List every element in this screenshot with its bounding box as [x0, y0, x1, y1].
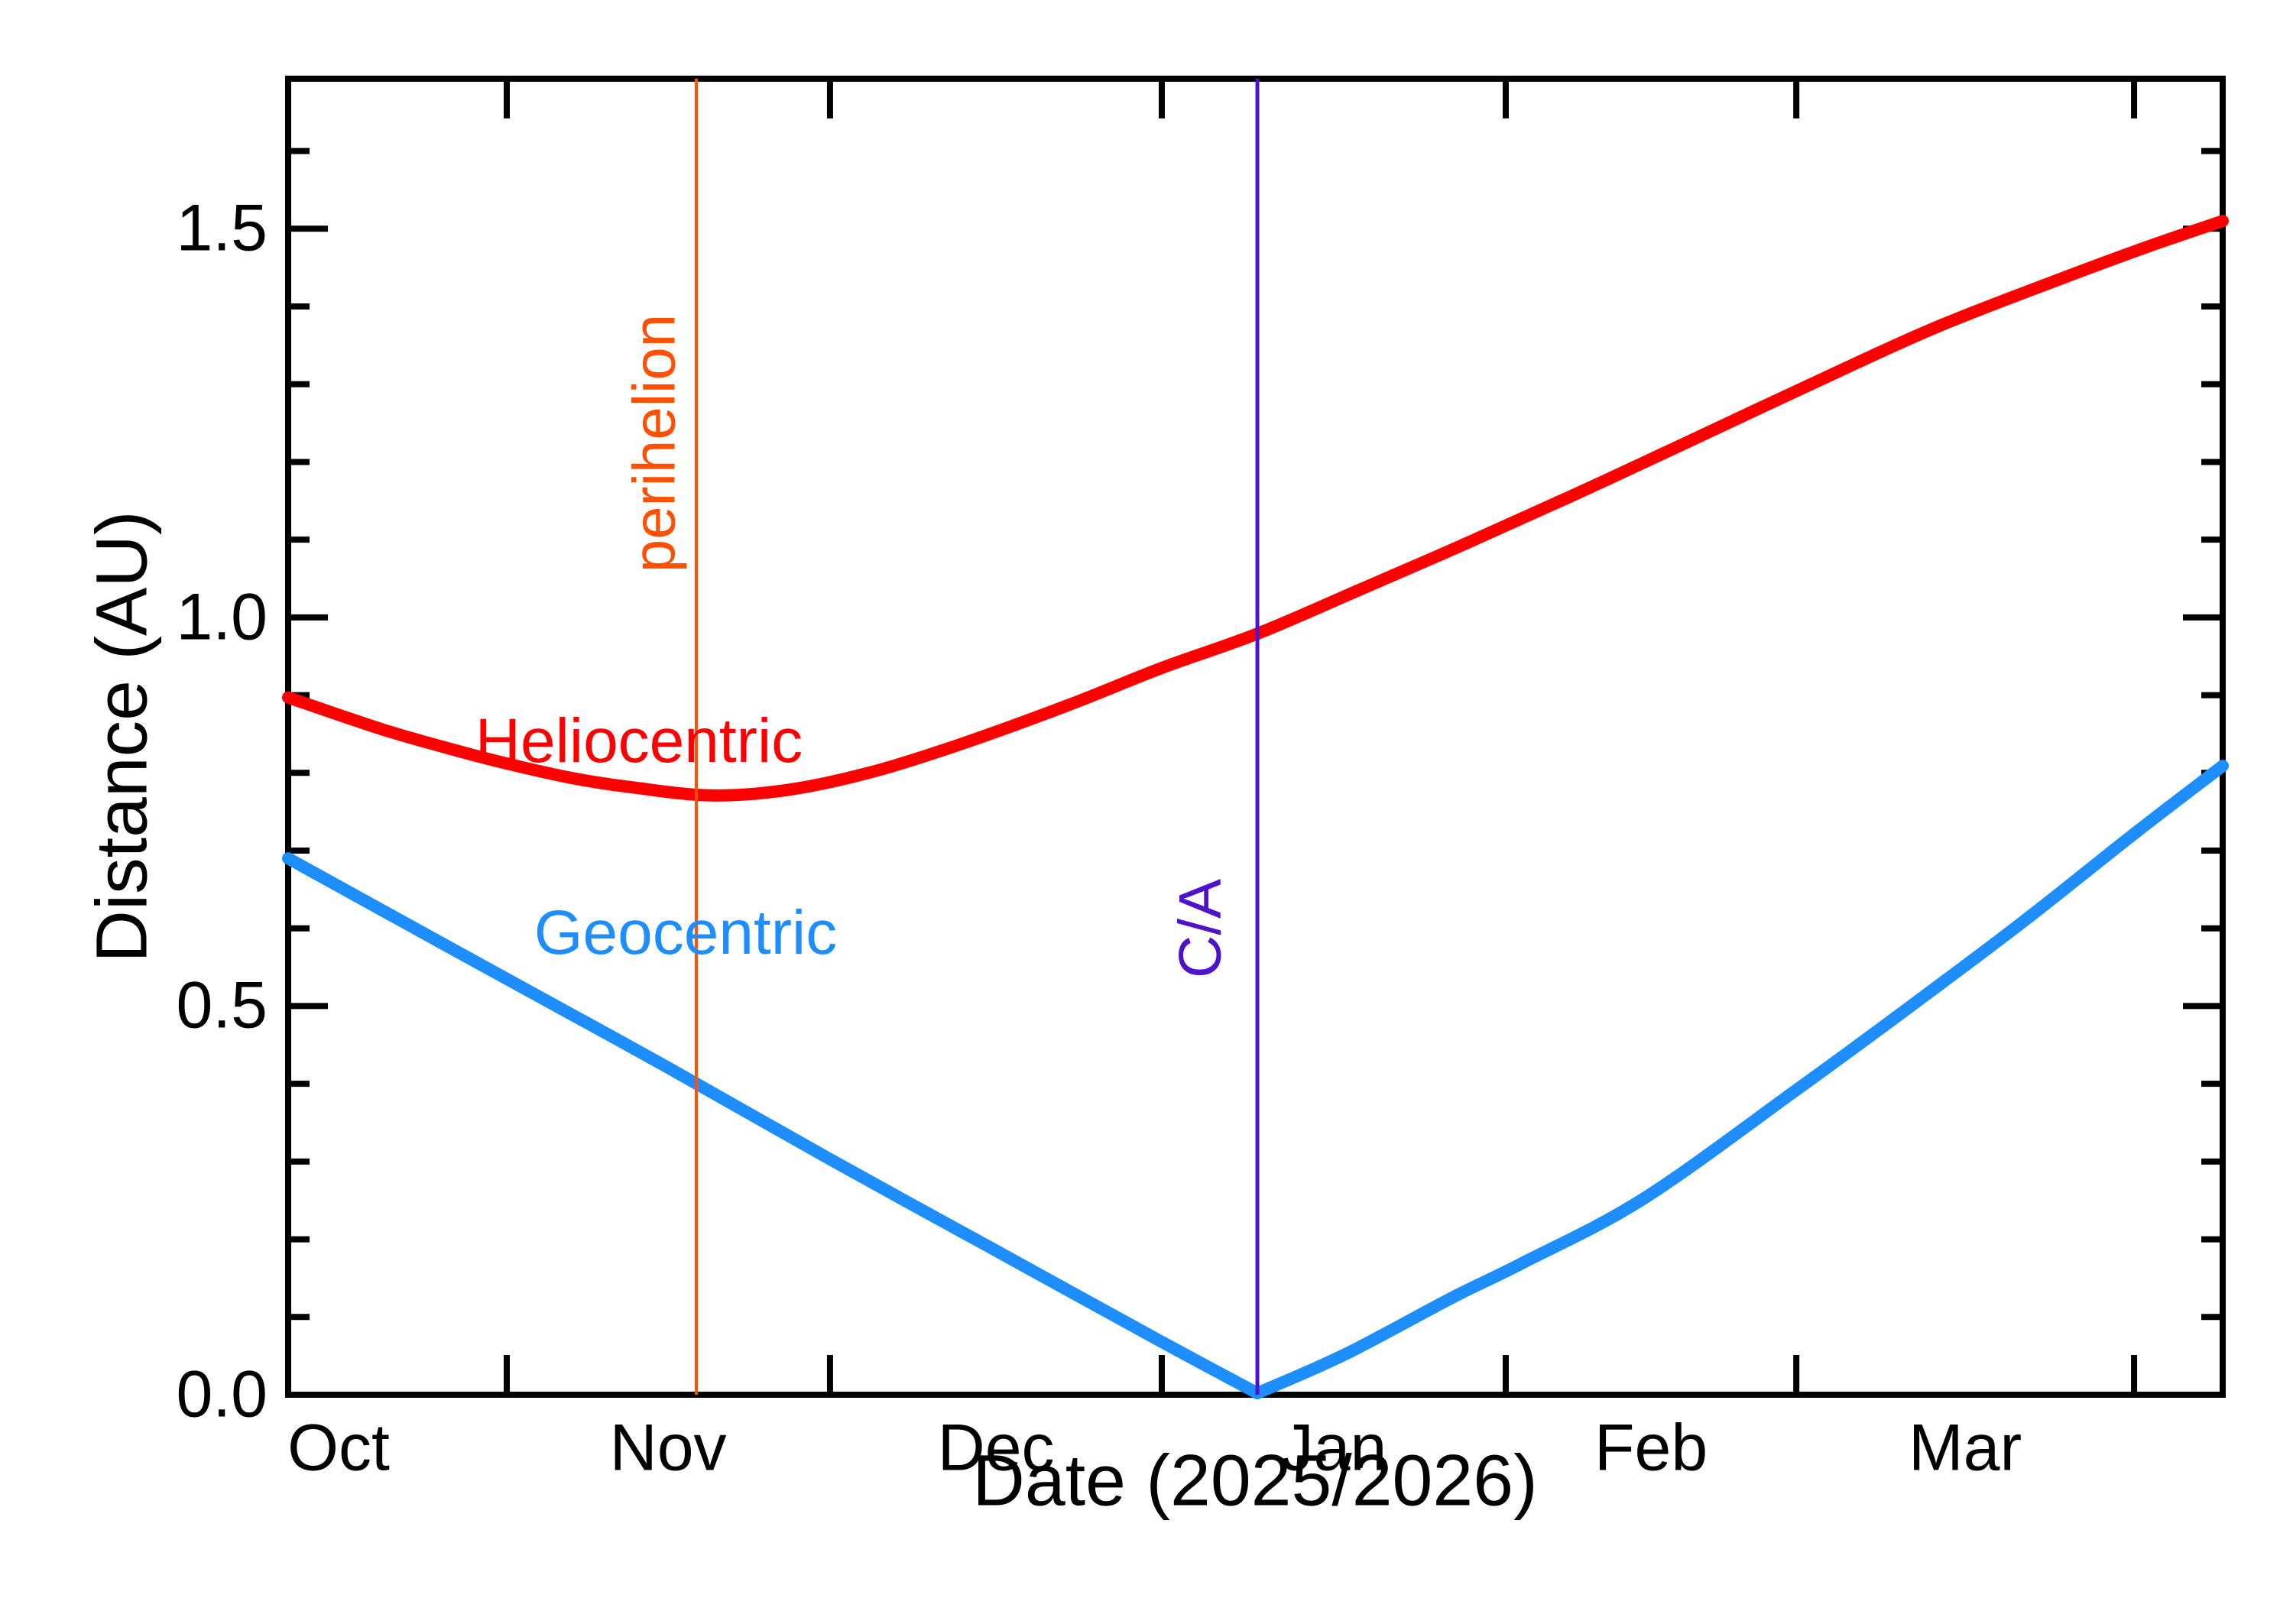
y-tick-label-0.0: 0.0: [176, 1357, 268, 1431]
heliocentric-series-label: Heliocentric: [475, 706, 803, 776]
x-tick-label-Nov: Nov: [609, 1411, 727, 1485]
y-tick-label-1.5: 1.5: [176, 191, 268, 265]
geocentric-curve: [282, 852, 1264, 1399]
x-tick-label-Oct: Oct: [287, 1411, 390, 1485]
y-tick-label-1.0: 1.0: [176, 580, 268, 654]
x-tick-label-Dec: Dec: [937, 1411, 1055, 1485]
y-axis-title: Distance (AU): [81, 511, 163, 963]
perihelion-annotation-label: perihelion: [620, 313, 688, 573]
geocentric-curve: [1251, 760, 2229, 1399]
geocentric-series-label: Geocentric: [534, 898, 838, 968]
close-approach-annotation-label: C/A: [1166, 878, 1234, 979]
y-tick-label-0.5: 0.5: [176, 968, 268, 1042]
x-tick-label-Feb: Feb: [1594, 1411, 1708, 1485]
heliocentric-curve: [282, 215, 2229, 802]
x-tick-label-Jan: Jan: [1280, 1411, 1387, 1485]
x-tick-label-Mar: Mar: [1909, 1411, 2022, 1485]
x-axis-title: Date (2025/2026): [972, 1440, 1538, 1522]
